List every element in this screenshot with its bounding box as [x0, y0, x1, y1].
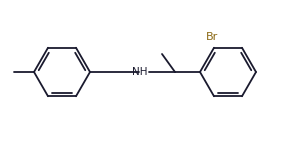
Text: Br: Br — [206, 32, 218, 42]
Text: NH: NH — [132, 67, 148, 77]
